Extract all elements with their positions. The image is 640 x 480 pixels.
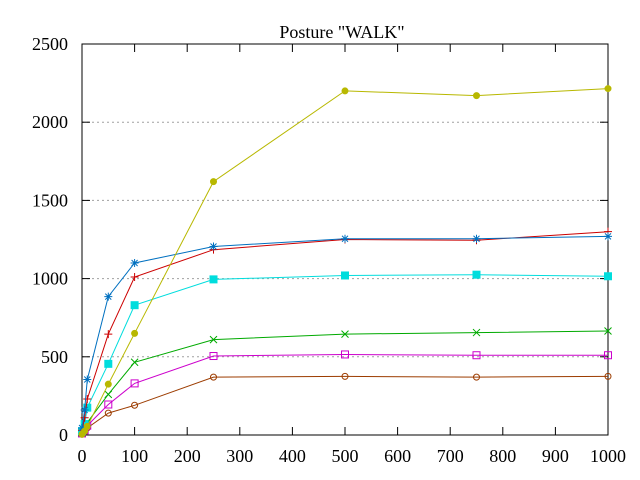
x-tick-label: 500	[332, 446, 359, 466]
data-point	[83, 422, 91, 430]
x-tick-label: 800	[489, 446, 516, 466]
series-line	[81, 375, 609, 435]
series-6	[78, 232, 612, 432]
axis-ticks: 0 500 1000 1500 2000 2500 0 100 200 300 400 500 600 7…	[32, 34, 626, 466]
x-tick-label: 400	[279, 446, 306, 466]
data-point	[210, 373, 217, 381]
data-point	[131, 329, 139, 337]
y-tick-label: 1500	[32, 190, 68, 210]
data-point	[104, 409, 112, 417]
y-tick-label: 2000	[32, 112, 68, 132]
data-point	[473, 92, 480, 100]
data-point	[604, 327, 612, 335]
y-tick-label: 2500	[32, 34, 68, 54]
series-7	[78, 85, 612, 438]
data-point	[341, 350, 349, 359]
data-point	[104, 400, 113, 409]
series-group	[78, 85, 612, 438]
data-point	[604, 351, 612, 360]
y-tick-label: 0	[59, 425, 68, 445]
data-point	[472, 270, 481, 279]
x-tick-label: 100	[121, 446, 148, 466]
data-point	[104, 359, 113, 368]
data-point	[341, 87, 349, 95]
series-line	[81, 88, 609, 435]
series-3	[78, 327, 612, 437]
data-point	[472, 351, 481, 360]
data-point	[78, 423, 86, 432]
data-point	[604, 272, 612, 281]
data-point	[341, 330, 349, 338]
data-point	[83, 375, 92, 384]
data-point	[472, 234, 481, 243]
x-tick-label: 600	[384, 446, 411, 466]
y-tick-label: 1000	[32, 269, 68, 289]
data-point	[104, 380, 112, 388]
data-point	[210, 178, 217, 186]
series-line	[81, 353, 608, 434]
data-point	[209, 352, 218, 361]
data-point	[83, 395, 92, 404]
data-point	[130, 258, 139, 267]
x-tick-label: 200	[174, 446, 201, 466]
x-tick-label: 700	[437, 446, 464, 466]
data-point	[104, 330, 113, 339]
data-point	[104, 390, 113, 399]
series-line	[81, 231, 609, 431]
chart-title: Posture "WALK"	[279, 22, 404, 42]
x-tick-label: 1000	[590, 446, 626, 466]
data-point	[130, 358, 139, 367]
data-point	[80, 405, 89, 414]
series-4	[78, 270, 612, 436]
x-tick-label: 300	[226, 446, 253, 466]
x-tick-label: 0	[78, 446, 87, 466]
series-2	[78, 350, 612, 438]
data-point	[209, 242, 218, 251]
y-tick-label: 500	[41, 347, 68, 367]
data-point	[341, 372, 349, 380]
data-point	[604, 85, 612, 93]
series-5	[78, 227, 612, 435]
series-line	[81, 330, 609, 433]
data-point	[130, 379, 139, 388]
data-point	[604, 372, 612, 380]
data-point	[131, 401, 139, 409]
data-point	[472, 328, 481, 337]
data-point	[604, 232, 612, 241]
data-point	[209, 335, 218, 344]
data-point	[209, 275, 218, 284]
data-point	[130, 301, 139, 310]
data-point	[104, 292, 113, 301]
data-point	[341, 271, 349, 280]
data-point	[130, 273, 139, 282]
x-tick-label: 900	[542, 446, 569, 466]
data-point	[341, 234, 349, 243]
series-line	[81, 274, 609, 432]
data-point	[473, 373, 480, 381]
data-point	[80, 413, 89, 422]
